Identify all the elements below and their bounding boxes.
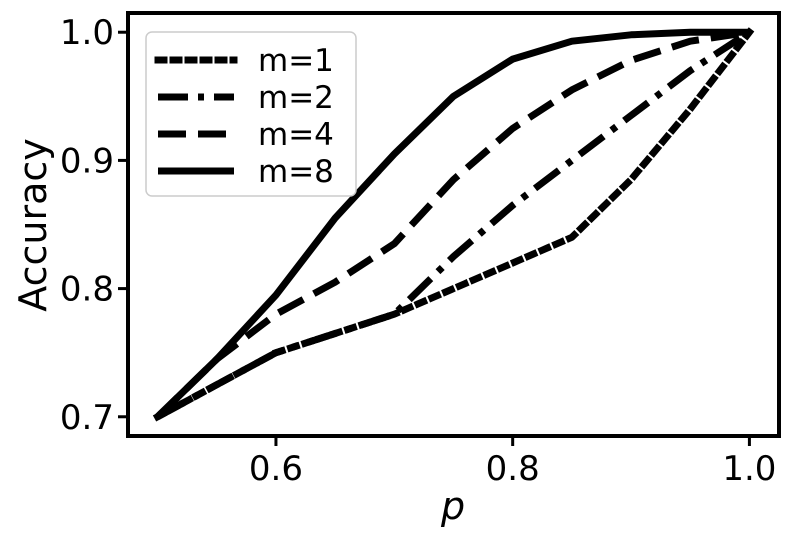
- legend-label: m=4: [258, 117, 334, 153]
- legend-entry: m=1: [154, 43, 334, 79]
- legend-label: m=2: [258, 80, 334, 116]
- series-line-m-2: [155, 29, 752, 420]
- legend-label: m=1: [258, 43, 334, 79]
- x-tick-label: 1.0: [722, 449, 776, 489]
- legend-entry: m=2: [158, 80, 334, 116]
- y-tick-label: 1.0: [60, 13, 114, 53]
- series-line-m-8: [155, 28, 750, 420]
- ticks-layer: 0.6 0.8 1.0 0.7 0.8 0.9 1.0: [60, 13, 777, 489]
- legend-entries: m=1m=2m=4m=8: [154, 43, 334, 190]
- y-axis-label: Accuracy: [11, 138, 55, 312]
- y-tick-label: 0.9: [60, 141, 114, 181]
- y-tick-label: 0.8: [60, 270, 114, 310]
- x-axis-label: p: [440, 484, 465, 528]
- x-tick-label: 0.8: [486, 449, 540, 489]
- legend-box: [145, 31, 357, 197]
- y-tick-label: 0.7: [60, 398, 114, 438]
- legend-label: m=8: [258, 154, 334, 190]
- plot-frame: [126, 11, 781, 438]
- legend-entry: m=4: [158, 117, 334, 153]
- series-layer: [152, 27, 755, 422]
- series-line-m-4: [155, 28, 750, 420]
- legend: m=1m=2m=4m=8: [145, 31, 357, 197]
- x-tick-label: 0.6: [249, 449, 303, 489]
- legend-entry: m=8: [158, 154, 334, 190]
